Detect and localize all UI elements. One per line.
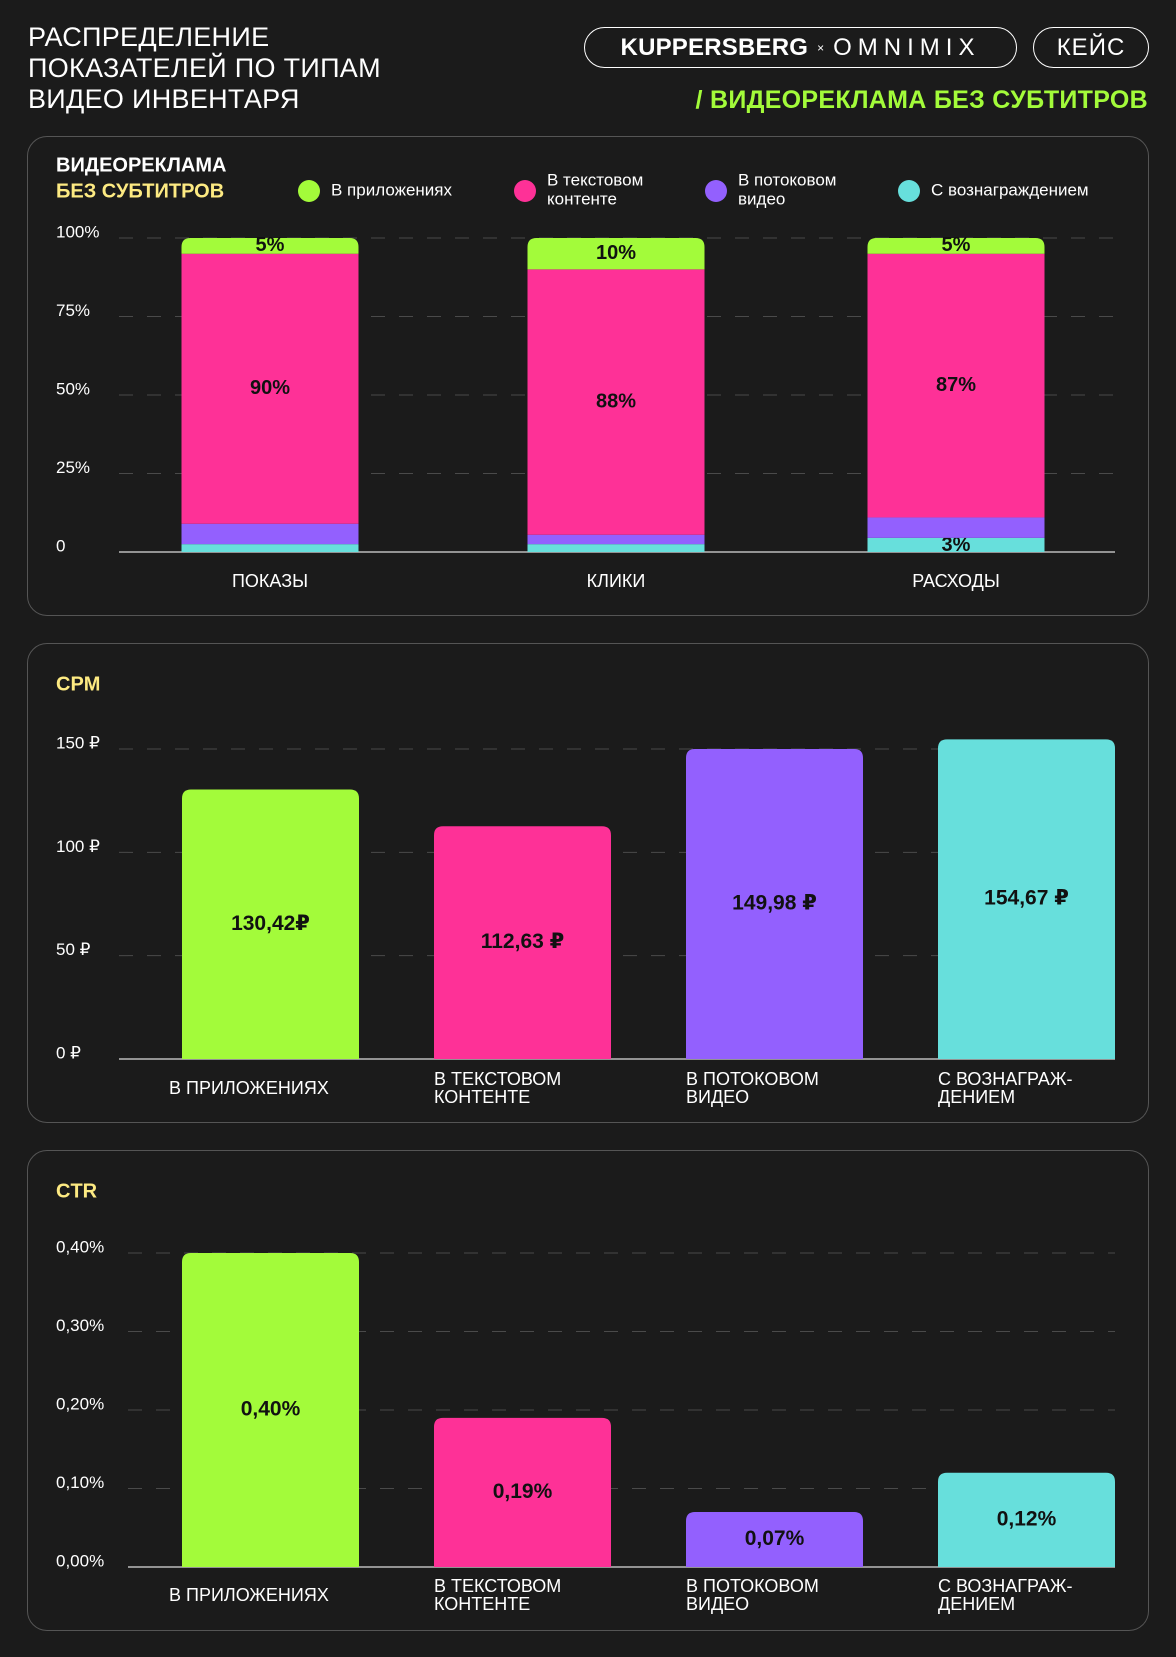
bar-apps [182,789,359,1059]
y-tick-label: 25% [56,458,90,477]
data-label: 0,19% [493,1480,553,1503]
page-subtitle: / ВИДЕОРЕКЛАМА БЕЗ СУБТИТРОВ [695,86,1148,114]
bar-segment-rewarded [867,537,1045,552]
y-tick-label: 0,40% [56,1237,104,1256]
x-category-label: КЛИКИ [587,571,646,591]
chart-title-line-2: БЕЗ СУБТИТРОВ [56,180,224,202]
legend-label-text_content-2: контенте [547,189,617,208]
legend-marker-rewarded [898,180,920,202]
y-tick-label: 150 ₽ [56,733,100,752]
title-line: РАСПРЕДЕЛЕНИЕ [28,22,270,52]
y-tick-label: 0,00% [56,1551,104,1570]
chart-title-cpm: CPM [56,673,100,695]
x-category-label-1: С ВОЗНАГРАЖ- [938,1576,1072,1596]
legend-label-stream_video-2: видео [738,189,785,208]
data-label: 154,67 ₽ [984,887,1069,910]
bar-rewarded [938,1472,1115,1567]
legend-label-stream_video-1: В потоковом [738,170,836,189]
data-label: 88% [596,390,636,412]
data-label: 130,42₽ [231,912,310,935]
bar-segment-apps [527,238,705,270]
data-label: 3% [942,534,971,556]
legend-label-apps: В приложениях [331,180,453,199]
brand-separator: × [817,40,825,55]
bar-stream_video [686,749,863,1059]
x-category-label: ПОКАЗЫ [232,571,308,591]
x-category-label: В ПРИЛОЖЕНИЯХ [169,1078,329,1098]
y-tick-label: 50 ₽ [56,940,91,959]
bar-rewarded [938,739,1115,1059]
bar-segment-apps [867,238,1045,254]
legend-label-rewarded: С вознаграждением [931,180,1089,199]
y-tick-label: 100% [56,222,99,241]
x-category-label-2: ДЕНИЕМ [938,1594,1015,1614]
brand-omnimix: OMNIMIX [833,33,981,61]
bar-segment-rewarded [527,544,705,552]
page-title: РАСПРЕДЕЛЕНИЕ ПОКАЗАТЕЛЕЙ ПО ТИПАМ ВИДЕО… [28,22,381,115]
data-label: 5% [942,234,971,256]
x-category-label: В ПРИЛОЖЕНИЯХ [169,1585,329,1605]
bar-segment-text_content [181,253,359,524]
data-label: 0,40% [241,1398,301,1421]
case-badge: КЕЙС [1033,27,1149,68]
x-category-label-1: В ТЕКСТОВОМ [434,1576,561,1596]
x-category-label-2: КОНТЕНТЕ [434,1594,530,1614]
cpm-chart-panel [27,643,1149,1123]
title-line: ВИДЕО ИНВЕНТАРЯ [28,84,300,114]
x-category-label-2: КОНТЕНТЕ [434,1087,530,1107]
x-category-label-1: С ВОЗНАГРАЖ- [938,1069,1072,1089]
bar-text_content [434,826,611,1059]
data-label: 0,12% [997,1507,1057,1530]
chart-title-line-1: ВИДЕОРЕКЛАМА [56,154,226,176]
chart-title-ctr: CTR [56,1180,98,1202]
bar-segment-stream_video [527,534,705,545]
x-category-label-1: В ПОТОКОВОМ [686,1069,819,1089]
bar-segment-stream_video [181,523,359,545]
data-label: 10% [596,242,636,264]
bar-segment-rewarded [181,544,359,552]
legend-marker-text_content [514,180,536,202]
x-category-label: РАСХОДЫ [912,571,1000,591]
data-label: 149,98 ₽ [732,892,817,915]
brand-badge: KUPPERSBERG × OMNIMIX [584,27,1017,68]
data-label: 112,63 ₽ [481,930,565,953]
y-tick-label: 0 ₽ [56,1043,81,1062]
x-category-label-2: ВИДЕО [686,1087,749,1107]
data-label: 5% [256,234,285,256]
y-tick-label: 0 [56,536,65,555]
title-line: ПОКАЗАТЕЛЕЙ ПО ТИПАМ [28,53,381,83]
legend-marker-apps [298,180,320,202]
legend-label-text_content-1: В текстовом [547,170,643,189]
x-category-label-2: ДЕНИЕМ [938,1087,1015,1107]
data-label: 0,07% [745,1527,805,1550]
y-tick-label: 100 ₽ [56,837,100,856]
y-tick-label: 75% [56,301,90,320]
ctr-chart-panel [27,1150,1149,1631]
bar-segment-stream_video [867,517,1045,538]
brand-kuppersberg: KUPPERSBERG [620,33,809,61]
y-tick-label: 0,20% [56,1394,104,1413]
bar-segment-text_content [527,269,705,535]
bar-text_content [434,1417,611,1567]
bar-apps [182,1253,359,1567]
bar-segment-apps [181,238,359,254]
y-tick-label: 50% [56,379,90,398]
data-label: 90% [250,377,290,399]
data-label: 87% [936,374,976,396]
bar-stream_video [686,1512,863,1567]
legend-marker-stream_video [705,180,727,202]
x-category-label-2: ВИДЕО [686,1594,749,1614]
y-tick-label: 0,30% [56,1316,104,1335]
x-category-label-1: В ТЕКСТОВОМ [434,1069,561,1089]
y-tick-label: 0,10% [56,1473,104,1492]
x-category-label-1: В ПОТОКОВОМ [686,1576,819,1596]
bar-segment-text_content [867,253,1045,518]
distribution-chart-panel [27,136,1149,616]
